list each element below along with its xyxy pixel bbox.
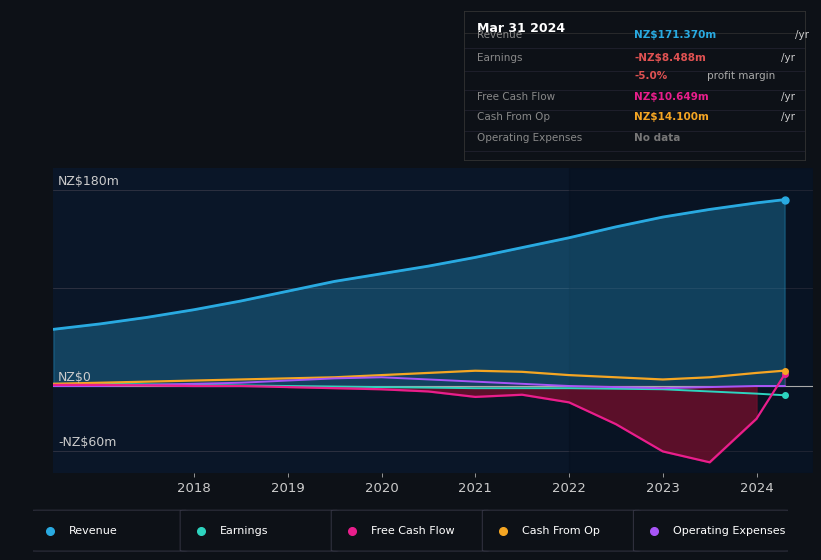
Text: NZ$171.370m: NZ$171.370m [635, 30, 717, 40]
Text: No data: No data [635, 133, 681, 143]
Text: /yr: /yr [781, 113, 795, 122]
Text: NZ$10.649m: NZ$10.649m [635, 91, 709, 101]
Bar [569, 168, 813, 473]
Text: -NZ$8.488m: -NZ$8.488m [635, 53, 706, 63]
Text: Cash From Op: Cash From Op [478, 113, 551, 122]
FancyBboxPatch shape [633, 510, 792, 551]
Text: /yr: /yr [781, 53, 795, 63]
Text: /yr: /yr [781, 91, 795, 101]
FancyBboxPatch shape [29, 510, 188, 551]
Text: Operating Expenses: Operating Expenses [673, 526, 786, 535]
Text: NZ$180m: NZ$180m [58, 175, 120, 188]
Text: Earnings: Earnings [478, 53, 523, 63]
Text: -5.0%: -5.0% [635, 72, 667, 82]
Text: Revenue: Revenue [69, 526, 118, 535]
Text: Mar 31 2024: Mar 31 2024 [478, 22, 566, 35]
Text: profit margin: profit margin [708, 72, 776, 82]
Text: Revenue: Revenue [478, 30, 523, 40]
Text: Free Cash Flow: Free Cash Flow [371, 526, 455, 535]
Text: Cash From Op: Cash From Op [522, 526, 600, 535]
Text: -NZ$60m: -NZ$60m [58, 436, 117, 449]
FancyBboxPatch shape [482, 510, 641, 551]
Text: Free Cash Flow: Free Cash Flow [478, 91, 556, 101]
Text: NZ$0: NZ$0 [58, 371, 92, 384]
FancyBboxPatch shape [331, 510, 490, 551]
Text: Earnings: Earnings [220, 526, 268, 535]
Text: /yr: /yr [796, 30, 810, 40]
Text: NZ$14.100m: NZ$14.100m [635, 113, 709, 122]
FancyBboxPatch shape [180, 510, 339, 551]
Text: Operating Expenses: Operating Expenses [478, 133, 583, 143]
